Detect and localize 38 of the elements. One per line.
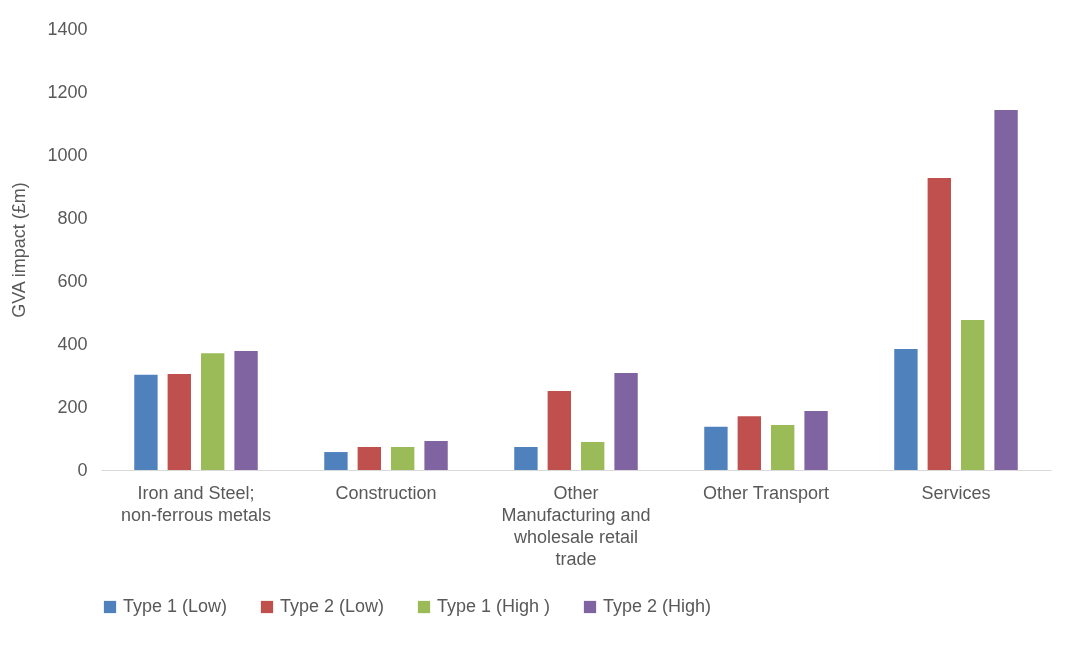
- y-tick-label: 800: [57, 207, 88, 228]
- y-tick-label: 0: [77, 459, 88, 480]
- bar: [547, 390, 571, 470]
- y-axis-title: GVA impact (£m): [9, 182, 30, 318]
- y-tick-label: 1000: [47, 144, 88, 165]
- bar: [961, 320, 985, 470]
- bar: [927, 178, 951, 470]
- bar: [614, 372, 638, 470]
- legend-label: Type 1 (Low): [123, 596, 228, 616]
- bar: [324, 452, 348, 470]
- bar: [424, 441, 448, 470]
- legend-label: Type 2 (Low): [280, 596, 385, 616]
- x-tick-label: Other Transport: [702, 482, 830, 503]
- y-tick-label: 1400: [47, 18, 88, 39]
- x-tick-label: Other Manufacturing and wholesale retail trade: [501, 482, 651, 569]
- bar: [357, 447, 381, 470]
- bar: [804, 411, 828, 470]
- bar: [704, 426, 728, 470]
- y-tick-label: 400: [57, 333, 88, 354]
- x-tick-label: Iron and Steel; non-ferrous metals: [120, 482, 272, 525]
- y-tick-label: 1200: [47, 81, 88, 102]
- bar: [581, 441, 605, 470]
- bar: [514, 447, 538, 470]
- bar: [994, 109, 1018, 470]
- x-tick-label: Services: [921, 482, 991, 503]
- bar: [167, 373, 191, 470]
- bar: [134, 374, 158, 470]
- bar: [234, 350, 258, 470]
- bar: [771, 424, 795, 470]
- bar: [391, 447, 415, 470]
- legend-label: Type 1 (High ): [437, 596, 551, 616]
- bar: [894, 349, 918, 470]
- y-tick-label: 200: [57, 396, 88, 417]
- x-tick-label: Construction: [335, 482, 437, 503]
- bar: [201, 353, 225, 470]
- bar: [737, 416, 761, 470]
- legend-label: Type 2 (High): [603, 596, 712, 616]
- y-tick-label: 600: [57, 270, 88, 291]
